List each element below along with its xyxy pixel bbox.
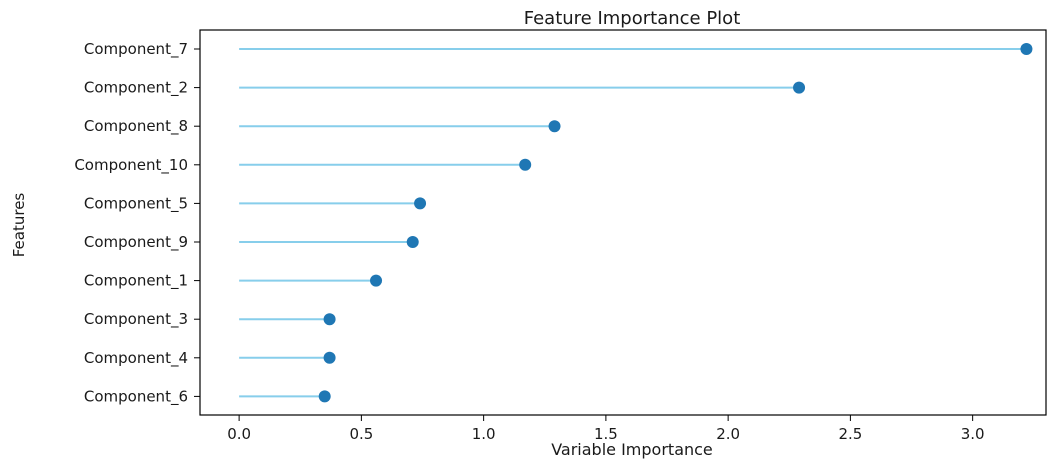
axes-frame <box>199 29 1047 416</box>
data-point <box>370 274 383 287</box>
y-tick-label: Component_9 <box>84 233 188 252</box>
y-tick-labels: Component_7 Component_2 Component_8 Compone… <box>74 40 200 406</box>
data-point <box>519 158 532 171</box>
data-point <box>548 120 561 133</box>
x-tick-label: 1.5 <box>594 425 618 443</box>
y-tick-label: Component_4 <box>84 349 188 368</box>
data-point <box>323 351 336 364</box>
y-tick-label: Component_2 <box>84 79 188 98</box>
y-tick-label: Component_5 <box>84 194 188 213</box>
plot-area <box>199 29 1047 416</box>
x-tick-label: 3.0 <box>961 425 985 443</box>
y-tick-label: Component_6 <box>84 387 188 406</box>
data-point <box>323 313 336 326</box>
data-point <box>793 81 806 94</box>
x-tick-label: 2.5 <box>838 425 862 443</box>
x-tick-label: 0.0 <box>227 425 251 443</box>
y-tick-label: Component_10 <box>74 156 188 175</box>
data-point <box>1020 43 1033 55</box>
y-axis-label: Features <box>10 193 28 258</box>
y-tick-label: Component_8 <box>84 117 188 136</box>
data-point <box>406 236 419 248</box>
x-tick-label: 0.5 <box>349 425 373 443</box>
x-axis-label: Variable Importance <box>551 440 713 459</box>
y-tick-label: Component_7 <box>84 40 188 59</box>
chart-title: Feature Importance Plot <box>524 8 741 29</box>
y-tick-label: Component_1 <box>84 272 188 291</box>
data-point <box>414 197 427 210</box>
data-point <box>318 390 331 403</box>
y-tick-label: Component_3 <box>84 310 188 329</box>
x-tick-label: 2.0 <box>716 425 740 443</box>
x-tick-label: 1.0 <box>472 425 496 443</box>
x-ticks: 0.0 0.5 1.0 1.5 2.0 2.5 3.0 <box>227 415 985 443</box>
